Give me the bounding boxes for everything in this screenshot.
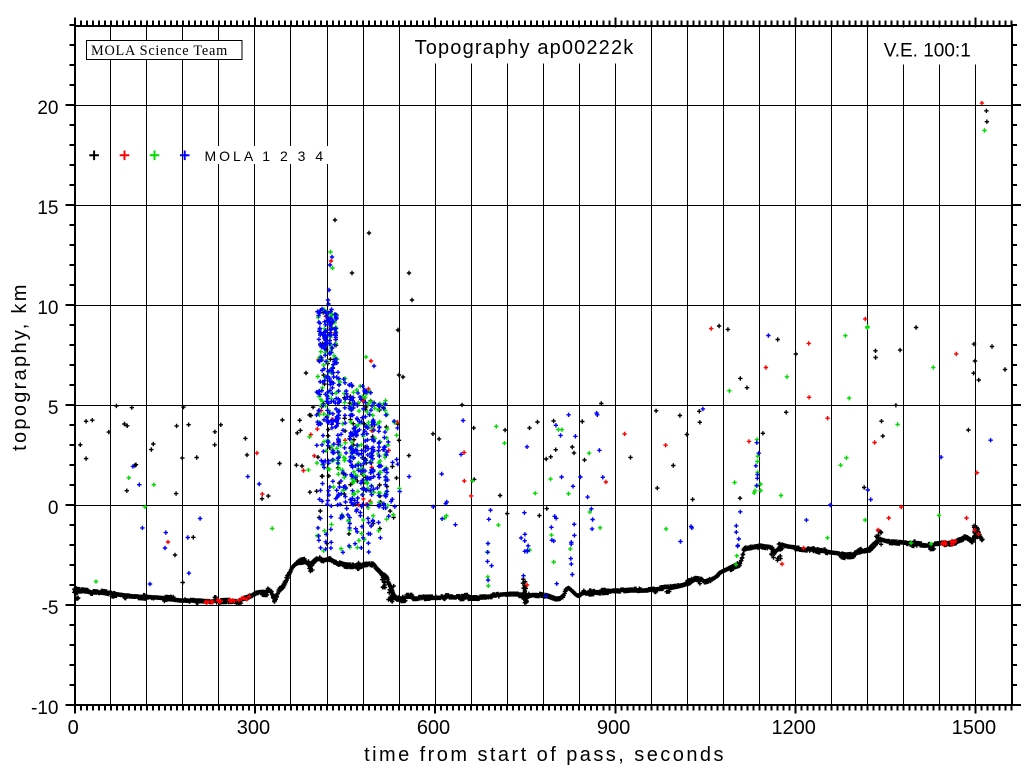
svg-text:5: 5 bbox=[48, 398, 59, 419]
svg-text:300: 300 bbox=[237, 717, 270, 739]
svg-text:0: 0 bbox=[68, 717, 79, 739]
svg-text:MOLA Science Team: MOLA Science Team bbox=[91, 43, 228, 59]
svg-text:15: 15 bbox=[37, 198, 58, 219]
svg-text:10: 10 bbox=[37, 298, 58, 319]
svg-text:V.E. 100:1: V.E. 100:1 bbox=[884, 41, 971, 62]
svg-text:20: 20 bbox=[37, 98, 58, 119]
svg-text:1500: 1500 bbox=[952, 717, 997, 739]
svg-text:-5: -5 bbox=[42, 598, 59, 619]
svg-text:900: 900 bbox=[597, 717, 630, 739]
svg-text:-10: -10 bbox=[31, 698, 58, 719]
svg-text:600: 600 bbox=[417, 717, 450, 739]
svg-text:0: 0 bbox=[48, 498, 59, 519]
svg-text:topography, km: topography, km bbox=[9, 282, 31, 451]
svg-text:Topography ap00222k: Topography ap00222k bbox=[415, 37, 635, 59]
svg-text:time from start of pass, secon: time from start of pass, seconds bbox=[364, 744, 726, 766]
svg-text:1200: 1200 bbox=[771, 717, 816, 739]
svg-text:MOLA 1 2 3 4: MOLA 1 2 3 4 bbox=[205, 148, 327, 164]
